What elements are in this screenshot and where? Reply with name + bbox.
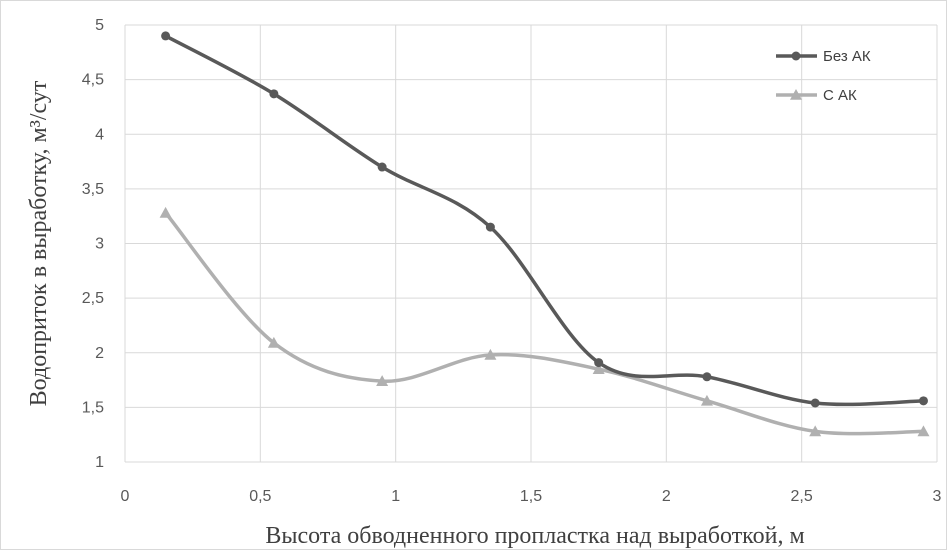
x-tick-label: 0 <box>121 488 130 505</box>
y-tick-label: 3 <box>95 236 104 253</box>
x-tick-label: 0,5 <box>249 488 271 505</box>
data-point <box>918 396 928 406</box>
data-point <box>267 336 280 348</box>
legend-label: С АК <box>823 87 857 104</box>
legend-item: Без АК <box>776 48 871 65</box>
x-tick-label: 1,5 <box>520 488 542 505</box>
tick-labels: 1 1,5 2 2,5 3 3,5 4 4,5 5 0 0,5 1 1,5 2 2,5 3 <box>82 17 942 505</box>
x-axis-title: Высота обводненного пропластка над выраб… <box>265 523 804 549</box>
x-tick-label: 3 <box>933 488 942 505</box>
data-point <box>809 425 822 437</box>
data-point <box>700 394 713 406</box>
legend-label: Без АК <box>823 48 871 65</box>
data-point <box>161 31 171 41</box>
data-series <box>159 31 930 437</box>
y-tick-label: 1 <box>95 454 104 471</box>
legend-marker <box>790 89 802 100</box>
data-point <box>594 358 604 368</box>
x-tick-label: 1 <box>391 488 400 505</box>
series-1 <box>161 31 928 408</box>
y-tick-label: 1,5 <box>82 399 104 416</box>
series-2 <box>159 206 930 437</box>
y-tick-label: 4,5 <box>82 72 104 89</box>
y-axis-title: Водоприток в выработку, м³/сут <box>26 80 52 406</box>
legend-marker <box>791 51 801 61</box>
x-tick-label: 2 <box>662 488 671 505</box>
legend-item: С АК <box>776 87 857 104</box>
data-point <box>917 425 930 437</box>
y-tick-label: 5 <box>95 17 104 34</box>
y-tick-label: 2 <box>95 345 104 362</box>
data-point <box>377 162 387 172</box>
data-point <box>159 206 172 218</box>
series-line <box>163 34 926 407</box>
data-point <box>269 89 279 99</box>
y-tick-label: 4 <box>95 126 104 143</box>
y-tick-label: 3,5 <box>82 181 104 198</box>
data-point <box>484 348 497 360</box>
data-point <box>376 375 389 386</box>
data-point <box>485 222 495 232</box>
legend: Без АК С АК <box>776 48 871 104</box>
y-tick-label: 2,5 <box>82 290 104 307</box>
x-tick-label: 2,5 <box>791 488 813 505</box>
data-point <box>702 372 712 382</box>
data-point <box>592 363 605 374</box>
data-point <box>810 398 820 408</box>
